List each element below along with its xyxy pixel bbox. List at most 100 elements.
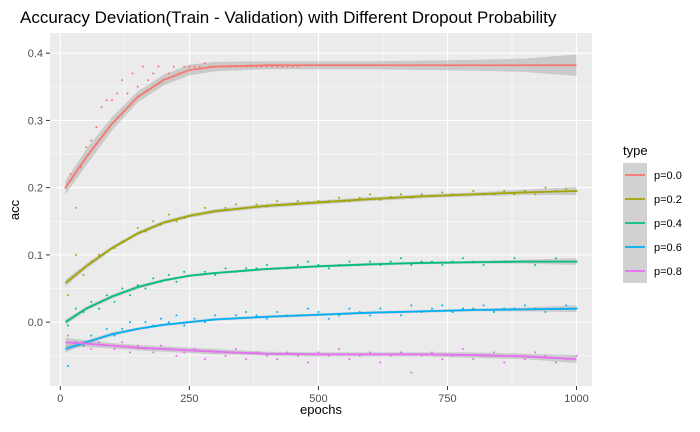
data-point bbox=[255, 314, 258, 317]
data-point bbox=[575, 354, 578, 357]
data-point bbox=[113, 300, 116, 303]
legend-items: p=0.0 p=0.2 p=0.4 p=0.6 p=0.8 bbox=[623, 163, 682, 283]
data-point bbox=[167, 72, 170, 75]
data-point bbox=[245, 267, 248, 270]
data-point bbox=[121, 79, 124, 82]
data-point bbox=[451, 311, 454, 314]
data-point bbox=[74, 253, 77, 256]
data-point bbox=[203, 321, 206, 324]
data-point bbox=[461, 257, 464, 260]
data-point bbox=[245, 358, 248, 361]
smooth-line bbox=[64, 260, 577, 323]
data-point bbox=[482, 304, 485, 307]
legend-item: p=0.0 bbox=[623, 163, 682, 187]
data-point bbox=[98, 341, 101, 344]
data-point bbox=[172, 65, 175, 68]
data-point bbox=[90, 348, 93, 351]
data-point bbox=[144, 287, 147, 290]
data-point bbox=[410, 371, 413, 374]
x-tick-label: 500 bbox=[309, 393, 327, 405]
data-point bbox=[131, 72, 134, 75]
y-tick-label: 0.1 bbox=[28, 250, 43, 262]
data-point bbox=[144, 321, 147, 324]
data-point bbox=[129, 321, 132, 324]
data-point bbox=[410, 263, 413, 266]
data-point bbox=[67, 324, 70, 327]
data-point bbox=[400, 257, 403, 260]
data-point bbox=[193, 348, 196, 351]
data-point bbox=[472, 358, 475, 361]
data-point bbox=[159, 344, 162, 347]
data-point bbox=[265, 354, 268, 357]
data-point bbox=[136, 284, 139, 287]
data-point bbox=[203, 270, 206, 273]
data-point bbox=[400, 314, 403, 317]
data-point bbox=[430, 351, 433, 354]
data-point bbox=[152, 277, 155, 280]
data-point bbox=[105, 99, 108, 102]
legend-key-point bbox=[634, 222, 636, 224]
data-point bbox=[565, 187, 568, 190]
data-point bbox=[348, 358, 351, 361]
data-point bbox=[129, 351, 132, 354]
data-point bbox=[152, 220, 155, 223]
data-point bbox=[327, 267, 330, 270]
data-point bbox=[203, 62, 206, 65]
data-point bbox=[69, 173, 72, 176]
data-point bbox=[544, 354, 547, 357]
data-point bbox=[74, 206, 77, 209]
data-point bbox=[203, 206, 206, 209]
data-point bbox=[369, 260, 372, 263]
data-point bbox=[82, 344, 85, 347]
confidence-band bbox=[65, 337, 577, 364]
legend-label: p=0.0 bbox=[654, 170, 682, 182]
data-point bbox=[126, 92, 129, 95]
data-point bbox=[420, 193, 423, 196]
axis-ticks: 0 250 500 750 1000 0.0 0.1 0.2 0.3 0.4 bbox=[28, 48, 589, 405]
data-point bbox=[147, 79, 150, 82]
data-point bbox=[307, 361, 310, 364]
data-point bbox=[296, 354, 299, 357]
data-point bbox=[234, 203, 237, 206]
data-point bbox=[167, 274, 170, 277]
x-axis-title: epochs bbox=[300, 402, 342, 417]
data-point bbox=[100, 105, 103, 108]
data-point bbox=[67, 364, 70, 367]
legend-item: p=0.6 bbox=[623, 235, 682, 259]
data-point bbox=[286, 351, 289, 354]
data-point bbox=[116, 92, 119, 95]
data-point bbox=[276, 358, 279, 361]
data-point bbox=[121, 341, 124, 344]
data-point bbox=[224, 354, 227, 357]
legend-label: p=0.2 bbox=[654, 194, 682, 206]
data-point bbox=[441, 304, 444, 307]
data-point bbox=[113, 334, 116, 337]
data-point bbox=[338, 314, 341, 317]
data-point bbox=[534, 263, 537, 266]
legend-label: p=0.4 bbox=[654, 218, 682, 230]
data-point bbox=[183, 65, 186, 68]
smooth-line bbox=[64, 64, 577, 189]
confidence-band bbox=[65, 54, 577, 195]
data-point bbox=[441, 358, 444, 361]
data-point bbox=[214, 274, 217, 277]
data-point bbox=[203, 358, 206, 361]
data-point bbox=[193, 317, 196, 320]
data-point bbox=[265, 317, 268, 320]
data-point bbox=[175, 354, 178, 357]
data-point bbox=[410, 304, 413, 307]
y-tick-label: 0.4 bbox=[28, 48, 43, 60]
data-point bbox=[534, 351, 537, 354]
data-point bbox=[307, 307, 310, 310]
data-point bbox=[513, 193, 516, 196]
grid-lines bbox=[50, 33, 592, 386]
legend-label: p=0.8 bbox=[654, 266, 682, 278]
data-point bbox=[90, 139, 93, 142]
data-point bbox=[338, 348, 341, 351]
data-point bbox=[296, 263, 299, 266]
data-point bbox=[544, 311, 547, 314]
data-point bbox=[183, 270, 186, 273]
data-point bbox=[523, 304, 526, 307]
data-point bbox=[369, 351, 372, 354]
data-point bbox=[183, 351, 186, 354]
